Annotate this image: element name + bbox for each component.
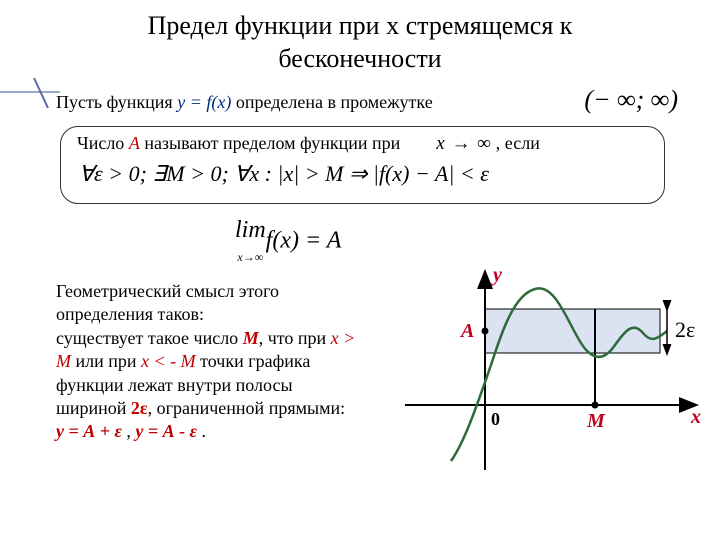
limit-lim: lim <box>235 217 266 243</box>
label-zero: 0 <box>491 409 500 429</box>
geo-t1: Геометрический смысл этого определения т… <box>56 281 279 324</box>
geometric-meaning: Геометрический смысл этого определения т… <box>56 280 366 444</box>
definition-box: Число А называют пределом функции при x … <box>60 126 665 204</box>
geo-t2c: или при <box>71 351 141 371</box>
label-y: у <box>491 265 502 286</box>
corner-decoration <box>0 78 60 108</box>
limit-body: f(x) = A <box>266 228 342 254</box>
def-A: А <box>129 133 140 153</box>
def-esli: , если <box>496 133 540 153</box>
limit-expression: lim x→∞ f(x) = A <box>235 218 341 266</box>
geo-M: М <box>243 328 259 348</box>
geo-dot: . <box>197 421 206 441</box>
interval-text: (− ∞; ∞) <box>584 85 678 115</box>
geo-t2e: , ограниченной прямыми: <box>148 398 346 418</box>
intro-suffix: определена в промежутке <box>231 92 432 112</box>
graph-figure: у х А 0 M 2ε <box>395 265 705 485</box>
geo-t2b: , что при <box>259 328 331 348</box>
geo-eq2: у = А - ε <box>135 421 197 441</box>
def-line1: Число А называют пределом функции при x … <box>77 133 648 155</box>
title-line2: бесконечности <box>278 44 441 73</box>
point-M <box>592 402 599 409</box>
intro-prefix: Пусть функция <box>56 92 177 112</box>
label-x: х <box>690 406 701 428</box>
geo-t2a: существует такое число <box>56 328 243 348</box>
limit-sub: x→∞ <box>237 250 263 264</box>
geo-cond2: x < - M <box>141 351 196 371</box>
def-arrow: x → ∞ <box>436 133 491 154</box>
label-2eps: 2ε <box>675 317 695 342</box>
label-A: А <box>459 320 474 342</box>
epsilon-band <box>485 309 660 353</box>
def-prefix: Число <box>77 133 129 153</box>
label-M: M <box>586 410 606 432</box>
title-line1: Предел функции при х стремящемся к <box>148 11 573 40</box>
def-formula: ∀ε > 0; ∃M > 0; ∀x : |x| > M ⇒ |f(x) − A… <box>77 155 648 187</box>
geo-comma: , <box>122 421 136 441</box>
point-A <box>482 328 489 335</box>
geo-eq1: у = А + ε <box>56 421 122 441</box>
intro-line: Пусть функция y = f(x) определена в пром… <box>56 92 433 113</box>
def-mid: называют пределом функции при <box>140 133 405 153</box>
intro-yfx: y = f(x) <box>177 92 231 112</box>
geo-eps: 2ε <box>131 398 148 418</box>
page-title: Предел функции при х стремящемся к беско… <box>0 0 720 75</box>
